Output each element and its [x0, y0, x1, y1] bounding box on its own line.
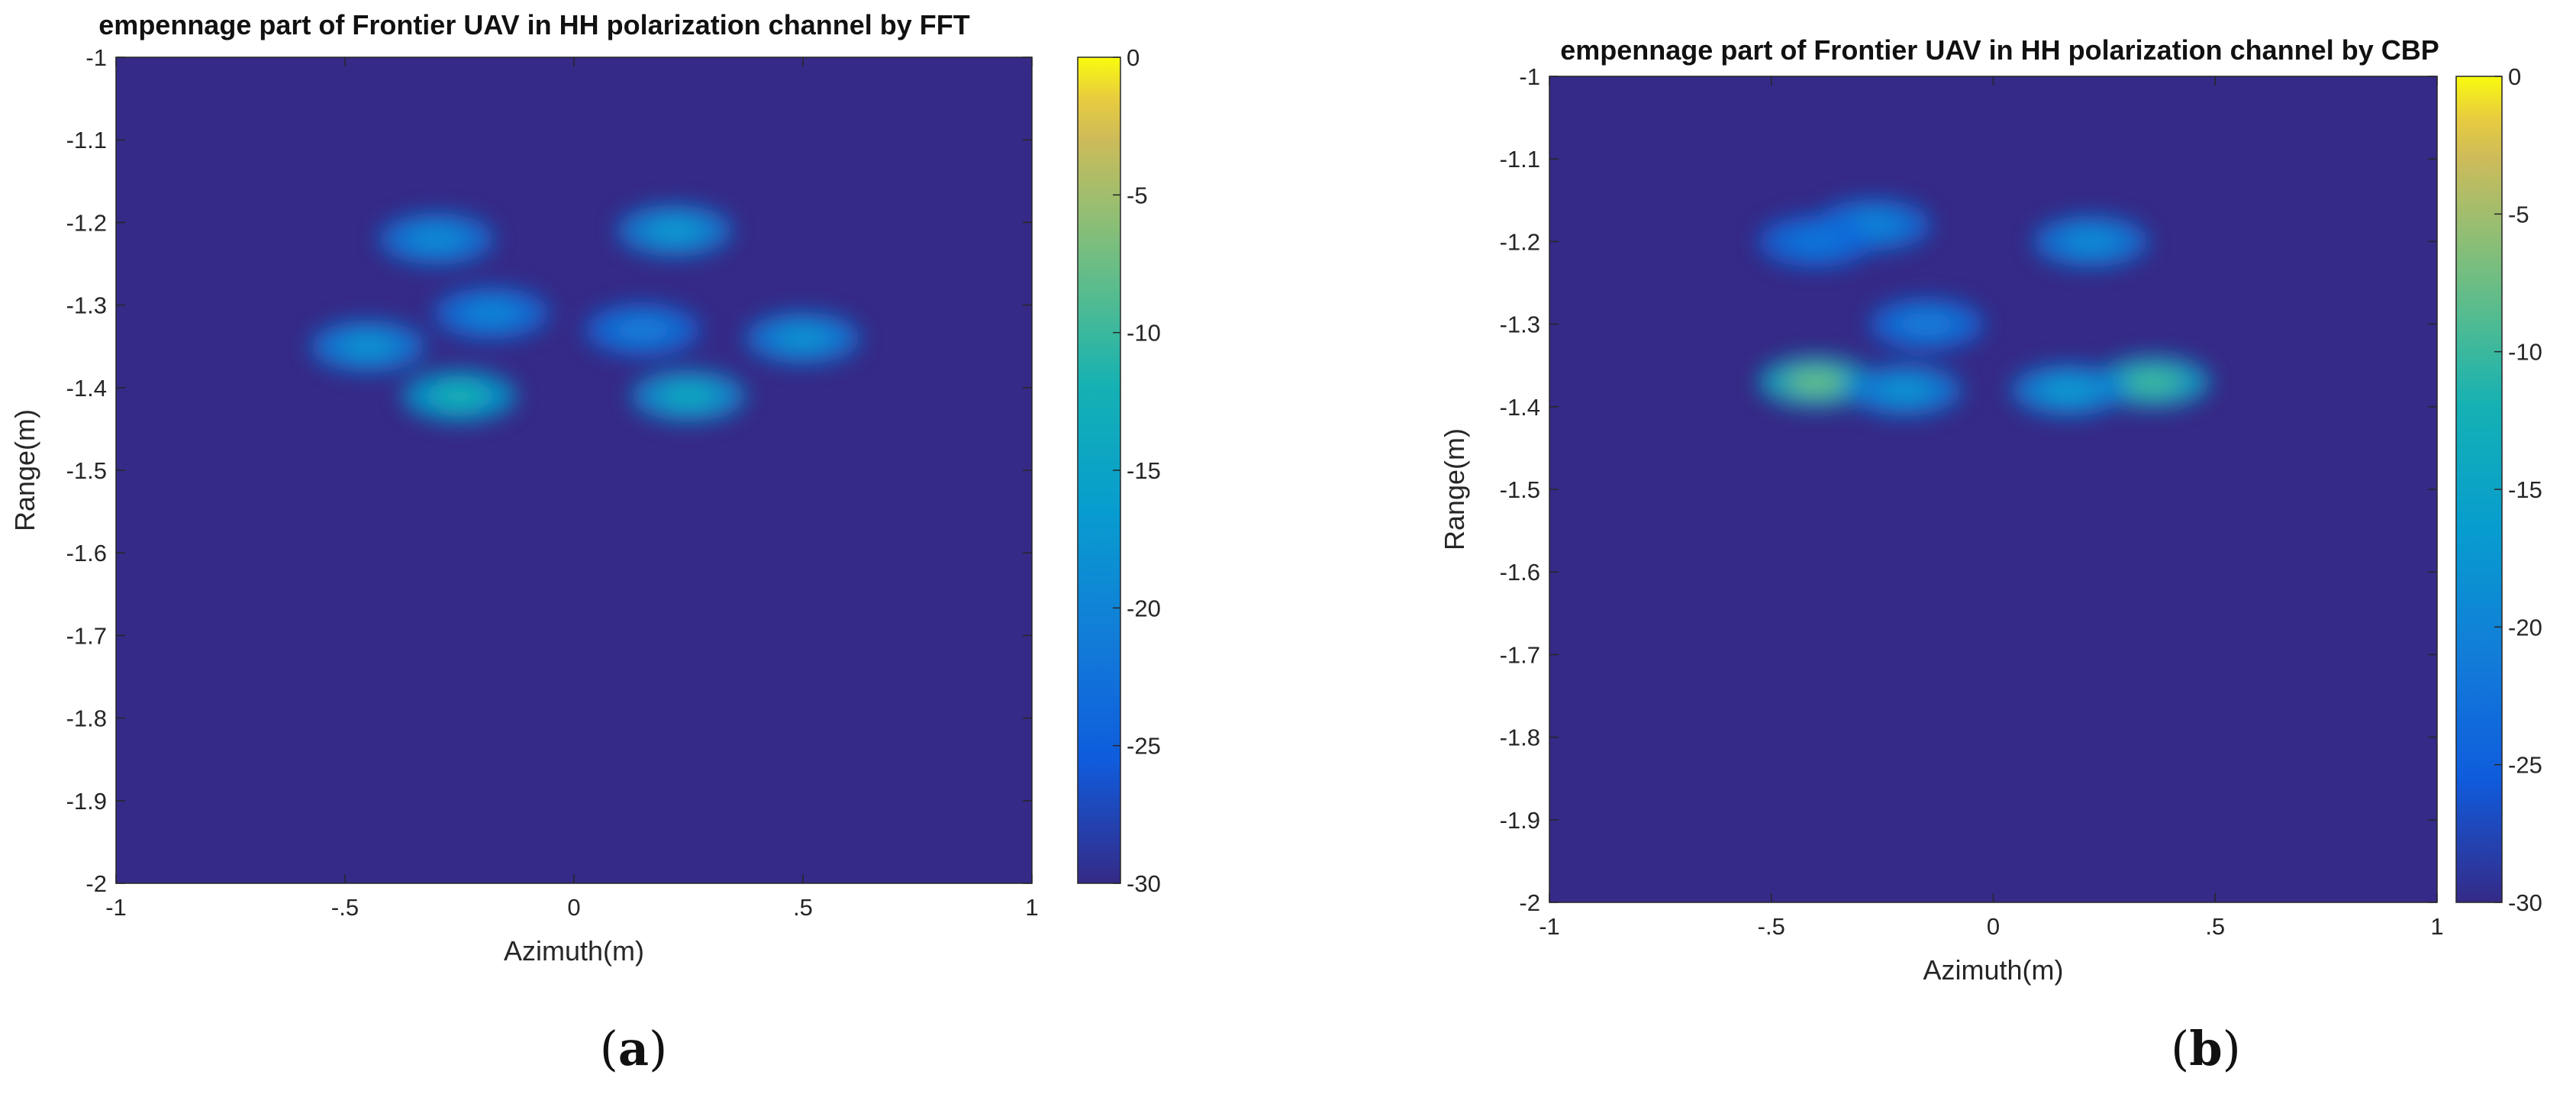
colorbar-tick-label: -5	[2508, 201, 2529, 228]
colorbar-tick-label: -25	[1127, 733, 1161, 760]
plot-area	[116, 57, 1032, 883]
colorbar-tick-label: 0	[1127, 44, 1140, 71]
y-tick-label: -1.1	[66, 127, 107, 153]
chart-b: empennage part of Frontier UAV in HH pol…	[1439, 34, 2542, 1076]
y-tick-label: -1.6	[66, 540, 107, 566]
y-tick-label: -1.7	[1500, 641, 1540, 668]
x-tick-label: 0	[1987, 913, 2000, 940]
y-tick-label: -1.5	[1500, 476, 1540, 503]
panel-a: empennage part of Frontier UAV in HH pol…	[9, 9, 1161, 1076]
colorbar-tick-label: 0	[2508, 63, 2521, 90]
heatmap-marks	[1758, 198, 2210, 417]
heatmap-spot	[463, 299, 521, 328]
x-tick-label: -.5	[331, 894, 359, 921]
y-tick-label: -1.8	[1500, 724, 1540, 751]
plot-area	[1549, 76, 2437, 902]
y-tick-label: -1	[1519, 63, 1540, 90]
x-axis-label: Azimuth(m)	[1923, 954, 2063, 986]
y-axis-label: Range(m)	[9, 409, 40, 531]
colorbar-tick-label: -20	[2508, 614, 2542, 641]
chart-title: empennage part of Frontier UAV in HH pol…	[98, 9, 969, 40]
y-tick-label: -1.6	[1500, 559, 1540, 586]
heatmap-spot	[1786, 228, 1845, 256]
colorbar-tick-label: -20	[1127, 595, 1161, 621]
panel-b: empennage part of Frontier UAV in HH pol…	[1298, 0, 2576, 1094]
y-tick-label: -1.3	[1500, 311, 1540, 338]
heatmap-spot	[2123, 368, 2182, 396]
heatmap-spot	[2039, 376, 2098, 405]
heatmap-marks	[311, 205, 860, 422]
x-tick-label: -1	[105, 894, 127, 921]
panel-caption: (b)	[2171, 1021, 2241, 1076]
y-tick-label: -1.7	[66, 622, 107, 649]
y-tick-label: -1.5	[66, 457, 107, 484]
colorbar-tick-label: -30	[1127, 870, 1161, 897]
panel-caption: (a)	[600, 1021, 668, 1076]
colorbar-tick-label: -10	[2508, 339, 2542, 366]
y-tick-label: -1.9	[1500, 807, 1540, 834]
y-tick-label: -1.2	[66, 209, 107, 236]
x-tick-label: .5	[793, 894, 813, 921]
y-tick-label: -1.3	[66, 292, 107, 319]
y-tick-label: -1.4	[66, 375, 107, 402]
heatmap-spot	[1875, 376, 1934, 405]
y-tick-label: -1.1	[1500, 146, 1540, 173]
x-tick-label: -.5	[1758, 913, 1785, 940]
chart-title: empennage part of Frontier UAV in HH pol…	[1560, 34, 2439, 66]
x-tick-label: 1	[2430, 913, 2443, 940]
x-tick-label: -1	[1539, 913, 1560, 940]
heatmap-spot	[1786, 368, 1845, 396]
x-tick-label: 0	[567, 894, 580, 921]
colorbar-tick-label: -25	[2508, 752, 2542, 779]
colorbar-tick-label: -15	[2508, 476, 2542, 503]
colorbar-tick-label: -5	[1127, 182, 1148, 208]
x-tick-label: .5	[2205, 913, 2225, 940]
y-tick-label: -1	[85, 44, 107, 71]
colorbar-tick-label: -30	[2508, 889, 2542, 916]
chart-a: empennage part of Frontier UAV in HH pol…	[9, 9, 1161, 1076]
heatmap-spot	[614, 316, 672, 344]
heatmap-spot	[1897, 310, 1956, 338]
heatmap-spot	[646, 217, 704, 245]
y-tick-label: -1.8	[66, 705, 107, 732]
heatmap-spot	[339, 332, 397, 360]
x-tick-label: 1	[1025, 894, 1038, 921]
y-tick-label: -2	[85, 870, 107, 897]
y-tick-label: -1.9	[66, 788, 107, 815]
colorbar-tick-label: -15	[1127, 457, 1161, 484]
y-tick-label: -1.4	[1500, 394, 1540, 421]
heatmap-spot	[774, 324, 832, 352]
y-tick-label: -1.2	[1500, 228, 1540, 255]
colorbar-tick-label: -10	[1127, 320, 1161, 347]
heatmap-spot	[430, 382, 488, 410]
x-axis-label: Azimuth(m)	[504, 935, 644, 967]
heatmap-spot	[2062, 228, 2120, 256]
y-axis-label: Range(m)	[1439, 428, 1470, 550]
heatmap-spot	[408, 225, 466, 253]
y-tick-label: -2	[1519, 889, 1540, 916]
heatmap-spot	[659, 382, 717, 410]
